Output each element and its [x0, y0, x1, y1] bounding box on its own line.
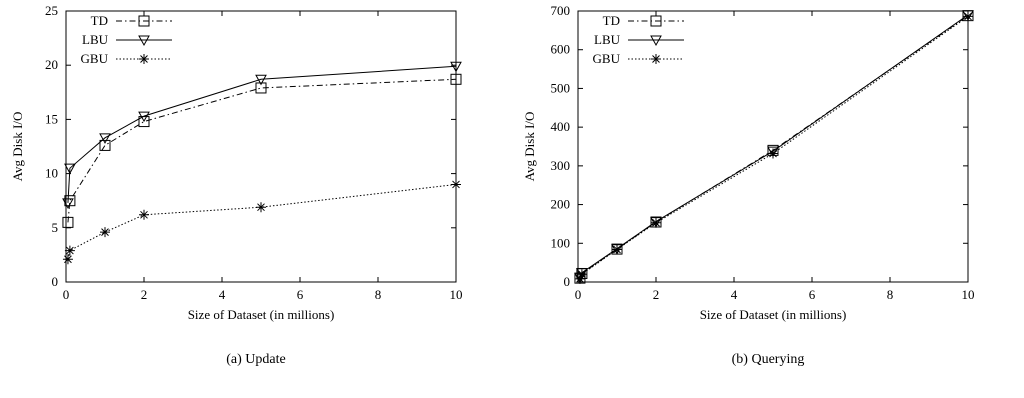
- legend-label-td: TD: [603, 13, 620, 28]
- x-tick-label: 10: [450, 287, 463, 302]
- legend-label-lbu: LBU: [594, 32, 621, 47]
- legend-marker-lbu: [650, 35, 662, 47]
- y-tick-label: 300: [551, 158, 571, 173]
- x-tick-label: 8: [887, 287, 894, 302]
- data-point-td: [62, 216, 74, 228]
- data-point-gbu: [62, 254, 73, 265]
- legend-label-gbu: GBU: [81, 51, 109, 66]
- y-tick-label: 400: [551, 119, 571, 134]
- y-tick-label: 600: [551, 42, 571, 57]
- chart-querying: 0 2 4 6 8 10 0 100 200 300 400 500 600 700 Size of Dat…: [512, 0, 1024, 398]
- data-point-td: [64, 195, 76, 207]
- data-point-lbu: [576, 268, 588, 279]
- x-tick-label: 4: [219, 287, 226, 302]
- x-tick-label: 6: [297, 287, 304, 302]
- legend-marker-lbu: [138, 35, 150, 47]
- legend-label-td: TD: [91, 13, 108, 28]
- data-point-gbu: [651, 217, 661, 228]
- series-lbu: [62, 61, 462, 209]
- data-point-gbu: [139, 209, 149, 220]
- y-tick-label: 0: [564, 274, 571, 289]
- y-axis-label: Avg Disk I/O: [10, 112, 25, 182]
- data-point-td: [99, 139, 111, 151]
- data-point-td: [255, 82, 267, 94]
- data-point-gbu: [963, 11, 973, 22]
- legend: TD LBU GBU: [81, 13, 172, 66]
- x-tick-label: 8: [375, 287, 382, 302]
- y-axis-label: Avg Disk I/O: [522, 112, 537, 182]
- plot-frame: [577, 10, 969, 283]
- data-point-gbu: [451, 179, 461, 190]
- series-line-lbu: [579, 14, 969, 278]
- data-point-lbu: [650, 217, 662, 228]
- data-point-lbu: [62, 198, 74, 209]
- series-line-lbu: [67, 65, 457, 203]
- legend-marker-td: [650, 15, 662, 27]
- legend-label-gbu: GBU: [593, 51, 621, 66]
- x-tick-label: 0: [63, 287, 70, 302]
- x-tick-label: 4: [731, 287, 738, 302]
- y-tick-label: 10: [45, 166, 58, 181]
- data-point-lbu: [962, 10, 974, 21]
- data-point-lbu: [450, 61, 462, 73]
- legend-label-lbu: LBU: [82, 32, 109, 47]
- series-line-gbu: [67, 183, 457, 260]
- data-point-gbu: [256, 202, 266, 213]
- x-tick-label: 0: [575, 287, 582, 302]
- series-gbu: [574, 11, 973, 284]
- data-point-gbu: [100, 227, 110, 238]
- chart-update: 0 2 4 6 8 10 0 5 10 15 20 25 Size of Dataset (in mil…: [10, 3, 463, 367]
- x-axis-label: Size of Dataset (in millions): [188, 307, 335, 322]
- data-point-lbu: [255, 74, 267, 86]
- caption-querying: (b) Querying: [731, 352, 805, 367]
- data-point-lbu: [99, 133, 111, 144]
- legend: TD LBU GBU: [593, 13, 684, 66]
- y-tick-label: 500: [551, 80, 571, 95]
- series-lbu: [574, 10, 974, 284]
- y-tick-label: 0: [52, 274, 59, 289]
- x-axis-label: Size of Dataset (in millions): [700, 307, 847, 322]
- data-point-lbu: [138, 111, 150, 123]
- y-tick-label: 700: [551, 3, 571, 18]
- x-tick-label: 10: [962, 287, 975, 302]
- y-tick-label: 15: [45, 111, 58, 126]
- y-tick-label: 25: [45, 3, 58, 18]
- y-tick-label: 200: [551, 197, 571, 212]
- data-point-gbu: [64, 245, 75, 256]
- data-point-gbu: [576, 269, 587, 280]
- data-point-td: [450, 73, 462, 85]
- y-tick-label: 100: [551, 235, 571, 250]
- data-point-gbu: [574, 273, 585, 284]
- y-tick-label: 20: [45, 57, 58, 72]
- caption-update: (a) Update: [226, 352, 286, 367]
- legend-marker-gbu: [139, 54, 149, 64]
- series-gbu: [62, 179, 461, 265]
- data-point-gbu: [768, 148, 778, 159]
- x-tick-label: 2: [141, 287, 148, 302]
- legend-marker-gbu: [651, 54, 661, 64]
- data-point-lbu: [64, 163, 76, 175]
- series-line-td: [67, 78, 457, 223]
- x-tick-label: 2: [653, 287, 660, 302]
- chart-update-plot: 0 2 4 6 8 10 0 5 10 15 20 25 Size of Dataset (in mil…: [10, 3, 463, 322]
- data-point-gbu: [612, 244, 622, 255]
- y-tick-label: 5: [52, 220, 59, 235]
- x-tick-label: 6: [809, 287, 816, 302]
- legend-marker-td: [138, 15, 150, 27]
- series-td: [62, 73, 462, 228]
- plot-frame: [65, 10, 457, 283]
